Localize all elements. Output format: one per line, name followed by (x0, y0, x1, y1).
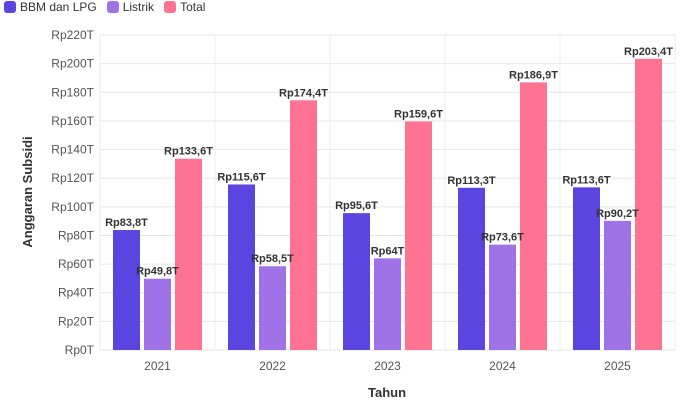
bar[interactable] (573, 187, 600, 350)
data-label: Rp73,6T (481, 232, 524, 244)
bar[interactable] (458, 187, 485, 350)
bar[interactable] (405, 121, 432, 351)
x-tick-label: 2022 (259, 359, 286, 373)
y-tick-label: Rp80T (58, 228, 95, 242)
bars (113, 58, 662, 351)
legend-item-total[interactable]: Total (164, 0, 205, 14)
legend-label-bbm: BBM dan LPG (20, 0, 97, 14)
y-tick-label: Rp60T (58, 257, 95, 271)
y-tick-label: Rp0T (65, 343, 95, 357)
y-axis-ticks: Rp0T Rp20T Rp40T Rp60T Rp80T Rp100T Rp120T Rp14… (51, 28, 94, 357)
legend-item-bbm[interactable]: BBM dan LPG (4, 0, 97, 14)
y-tick-label: Rp180T (51, 85, 94, 99)
bar[interactable] (635, 58, 662, 350)
bar[interactable] (175, 158, 202, 350)
data-label: Rp49,8T (136, 266, 179, 278)
legend-swatch-total (164, 1, 177, 13)
y-tick-label: Rp160T (51, 114, 94, 128)
bar[interactable] (489, 244, 516, 350)
bar[interactable] (343, 213, 370, 350)
y-axis-title: Anggaran Subsidi (20, 136, 35, 247)
data-label: Rp113,6T (562, 174, 611, 186)
data-label: Rp64T (371, 245, 405, 257)
data-label: Rp133,6T (164, 146, 213, 158)
bar[interactable] (113, 230, 140, 350)
data-label: Rp90,2T (596, 208, 639, 220)
y-tick-label: Rp140T (51, 143, 94, 157)
data-label: Rp58,5T (251, 253, 294, 265)
legend-item-listrik[interactable]: Listrik (106, 0, 155, 14)
data-labels: Rp83,8T Rp49,8T Rp133,6T Rp115,6T Rp58,5T Rp1… (105, 46, 673, 278)
y-tick-label: Rp100T (51, 200, 94, 214)
data-label: Rp113,3T (447, 175, 496, 187)
data-label: Rp174,4T (279, 87, 328, 99)
x-axis-ticks: 2021 2022 2023 2024 2025 (144, 359, 631, 373)
bar[interactable] (259, 266, 286, 350)
data-label: Rp159,6T (394, 108, 443, 120)
bar[interactable] (228, 184, 255, 350)
y-tick-label: Rp120T (51, 171, 94, 185)
legend-label-total: Total (180, 0, 206, 14)
bar[interactable] (290, 100, 317, 350)
bar[interactable] (374, 258, 401, 350)
data-label: Rp115,6T (217, 171, 266, 183)
x-tick-label: 2023 (374, 359, 401, 373)
x-tick-label: 2021 (144, 359, 171, 373)
legend: BBM dan LPG Listrik Total (4, 0, 205, 14)
data-label: Rp203,4T (624, 46, 673, 58)
y-tick-label: Rp200T (51, 57, 94, 71)
x-tick-label: 2024 (489, 359, 516, 373)
data-label: Rp186,9T (509, 69, 558, 81)
bar[interactable] (144, 278, 171, 350)
data-label: Rp95,6T (335, 200, 378, 212)
y-tick-label: Rp220T (51, 28, 94, 42)
x-axis-title: Tahun (368, 385, 406, 400)
y-tick-label: Rp40T (58, 286, 95, 300)
y-tick-label: Rp20T (58, 314, 95, 328)
legend-label-listrik: Listrik (122, 0, 155, 14)
legend-swatch-listrik (106, 1, 119, 13)
data-label: Rp83,8T (105, 217, 148, 229)
legend-swatch-bbm (4, 1, 16, 13)
bar[interactable] (520, 82, 547, 350)
bar[interactable] (604, 220, 631, 350)
x-tick-label: 2025 (604, 359, 631, 373)
